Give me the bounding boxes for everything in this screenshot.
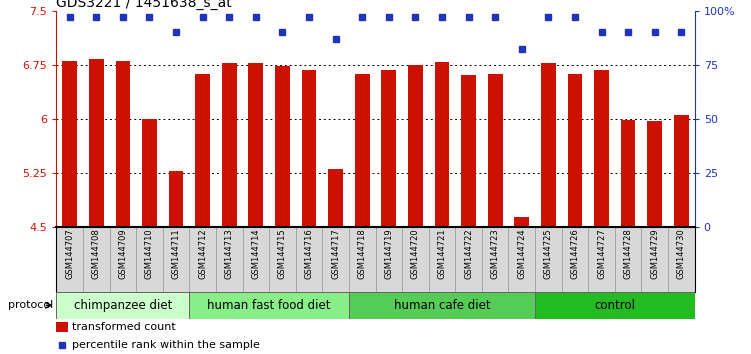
Bar	[349, 292, 535, 319]
Bar	[269, 227, 296, 292]
Text: GSM144710: GSM144710	[145, 229, 154, 279]
Bar	[116, 61, 130, 227]
Bar	[641, 227, 668, 292]
Bar	[588, 227, 615, 292]
Text: GSM144713: GSM144713	[225, 229, 234, 279]
Bar	[668, 227, 695, 292]
Bar	[189, 292, 349, 319]
Text: GSM144722: GSM144722	[464, 229, 473, 279]
Bar	[594, 70, 609, 227]
Bar	[647, 121, 662, 227]
Text: GSM144721: GSM144721	[438, 229, 447, 279]
Bar	[56, 292, 189, 319]
Text: GSM144714: GSM144714	[252, 229, 261, 279]
Bar	[89, 59, 104, 227]
Text: GSM144711: GSM144711	[171, 229, 180, 279]
Bar	[535, 227, 562, 292]
Bar	[376, 227, 402, 292]
Bar	[189, 227, 216, 292]
Text: GSM144730: GSM144730	[677, 229, 686, 279]
Bar	[461, 75, 476, 227]
Text: GSM144708: GSM144708	[92, 229, 101, 279]
Text: percentile rank within the sample: percentile rank within the sample	[72, 340, 260, 350]
Bar	[62, 61, 77, 227]
Text: GSM144709: GSM144709	[119, 229, 128, 279]
Text: GSM144724: GSM144724	[517, 229, 526, 279]
Bar	[275, 66, 290, 227]
Text: GSM144729: GSM144729	[650, 229, 659, 279]
Text: GSM144726: GSM144726	[571, 229, 580, 279]
Bar	[355, 74, 369, 227]
Bar	[163, 227, 189, 292]
Text: GSM144716: GSM144716	[304, 229, 313, 279]
Text: GSM144728: GSM144728	[623, 229, 632, 279]
Bar	[435, 62, 449, 227]
Bar	[195, 74, 210, 227]
Bar	[535, 292, 695, 319]
Bar	[349, 227, 376, 292]
Text: human cafe diet: human cafe diet	[394, 299, 490, 312]
Bar	[302, 70, 316, 227]
Bar	[674, 115, 689, 227]
Text: transformed count: transformed count	[72, 322, 176, 332]
Bar	[249, 63, 263, 227]
Text: protocol: protocol	[8, 300, 53, 310]
Text: human fast food diet: human fast food diet	[207, 299, 331, 312]
Bar	[56, 227, 83, 292]
Bar	[621, 120, 635, 227]
Bar	[568, 74, 582, 227]
Bar	[328, 169, 343, 227]
Text: GSM144715: GSM144715	[278, 229, 287, 279]
Text: GSM144712: GSM144712	[198, 229, 207, 279]
Text: GSM144718: GSM144718	[357, 229, 366, 279]
Text: GSM144727: GSM144727	[597, 229, 606, 279]
Bar	[222, 63, 237, 227]
Bar	[514, 217, 529, 227]
Text: GSM144723: GSM144723	[490, 229, 499, 279]
Bar	[402, 227, 429, 292]
Bar	[243, 227, 269, 292]
Text: GSM144725: GSM144725	[544, 229, 553, 279]
Text: GSM144717: GSM144717	[331, 229, 340, 279]
Text: chimpanzee diet: chimpanzee diet	[74, 299, 172, 312]
Bar	[56, 322, 68, 332]
Bar	[322, 227, 349, 292]
Bar	[488, 74, 502, 227]
Bar	[136, 227, 163, 292]
Text: GDS3221 / 1451638_s_at: GDS3221 / 1451638_s_at	[56, 0, 232, 10]
Bar	[142, 119, 157, 227]
Text: control: control	[594, 299, 635, 312]
Bar	[615, 227, 641, 292]
Bar	[482, 227, 508, 292]
Text: GSM144719: GSM144719	[385, 229, 394, 279]
Bar	[110, 227, 136, 292]
Bar	[429, 227, 455, 292]
Text: GSM144707: GSM144707	[65, 229, 74, 279]
Bar	[562, 227, 588, 292]
Bar	[508, 227, 535, 292]
Bar	[216, 227, 243, 292]
Bar	[169, 171, 183, 227]
Bar	[408, 65, 423, 227]
Text: GSM144720: GSM144720	[411, 229, 420, 279]
Bar	[382, 70, 396, 227]
Bar	[83, 227, 110, 292]
Bar	[455, 227, 482, 292]
Bar	[296, 227, 322, 292]
Bar	[541, 63, 556, 227]
